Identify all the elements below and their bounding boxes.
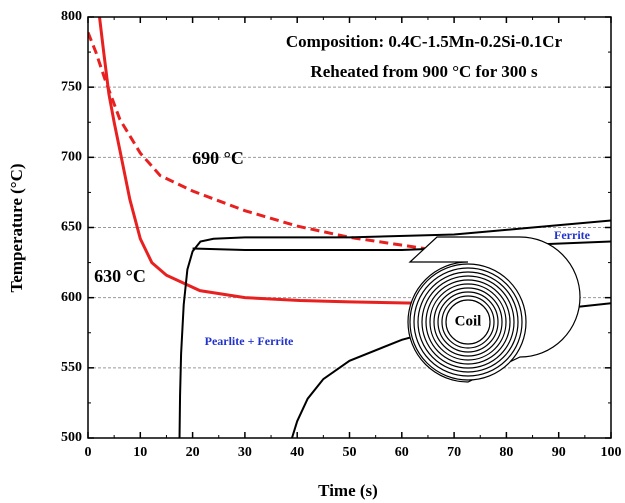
annotation: Ferrite (554, 228, 591, 242)
x-tick-label: 100 (601, 445, 622, 460)
y-tick-label: 700 (61, 150, 82, 165)
annotation: 690 °C (192, 148, 244, 168)
series-line (88, 31, 426, 251)
y-tick-label: 500 (61, 430, 82, 445)
series-line (178, 219, 611, 438)
x-tick-label: 80 (499, 445, 513, 460)
x-tick-label: 90 (552, 445, 566, 460)
x-tick-label: 10 (133, 445, 147, 460)
annotation: Pearlite + Ferrite (205, 334, 294, 348)
coil-ring (445, 299, 491, 345)
x-tick-label: 20 (186, 445, 200, 460)
x-tick-label: 40 (290, 445, 304, 460)
x-tick-label: 60 (395, 445, 409, 460)
annotation: Coil (455, 313, 482, 329)
x-axis-label: Time (s) (318, 481, 378, 500)
y-tick-label: 800 (61, 9, 82, 24)
x-tick-label: 70 (447, 445, 461, 460)
y-tick-label: 650 (61, 220, 82, 235)
y-tick-label: 550 (61, 360, 82, 375)
y-tick-label: 600 (61, 290, 82, 305)
annotation: Composition: 0.4C-1.5Mn-0.2Si-0.1Cr (286, 32, 563, 51)
y-axis-label: Temperature (°C) (7, 163, 26, 292)
coil (407, 236, 581, 383)
series-line (98, 17, 428, 305)
x-tick-label: 50 (343, 445, 357, 460)
plot-frame (87, 16, 612, 439)
y-tick-label: 750 (61, 79, 82, 94)
annotation: Reheated from 900 °C for 300 s (310, 62, 538, 81)
annotation: 630 °C (94, 266, 146, 286)
x-tick-label: 0 (85, 445, 92, 460)
x-tick-label: 30 (238, 445, 252, 460)
